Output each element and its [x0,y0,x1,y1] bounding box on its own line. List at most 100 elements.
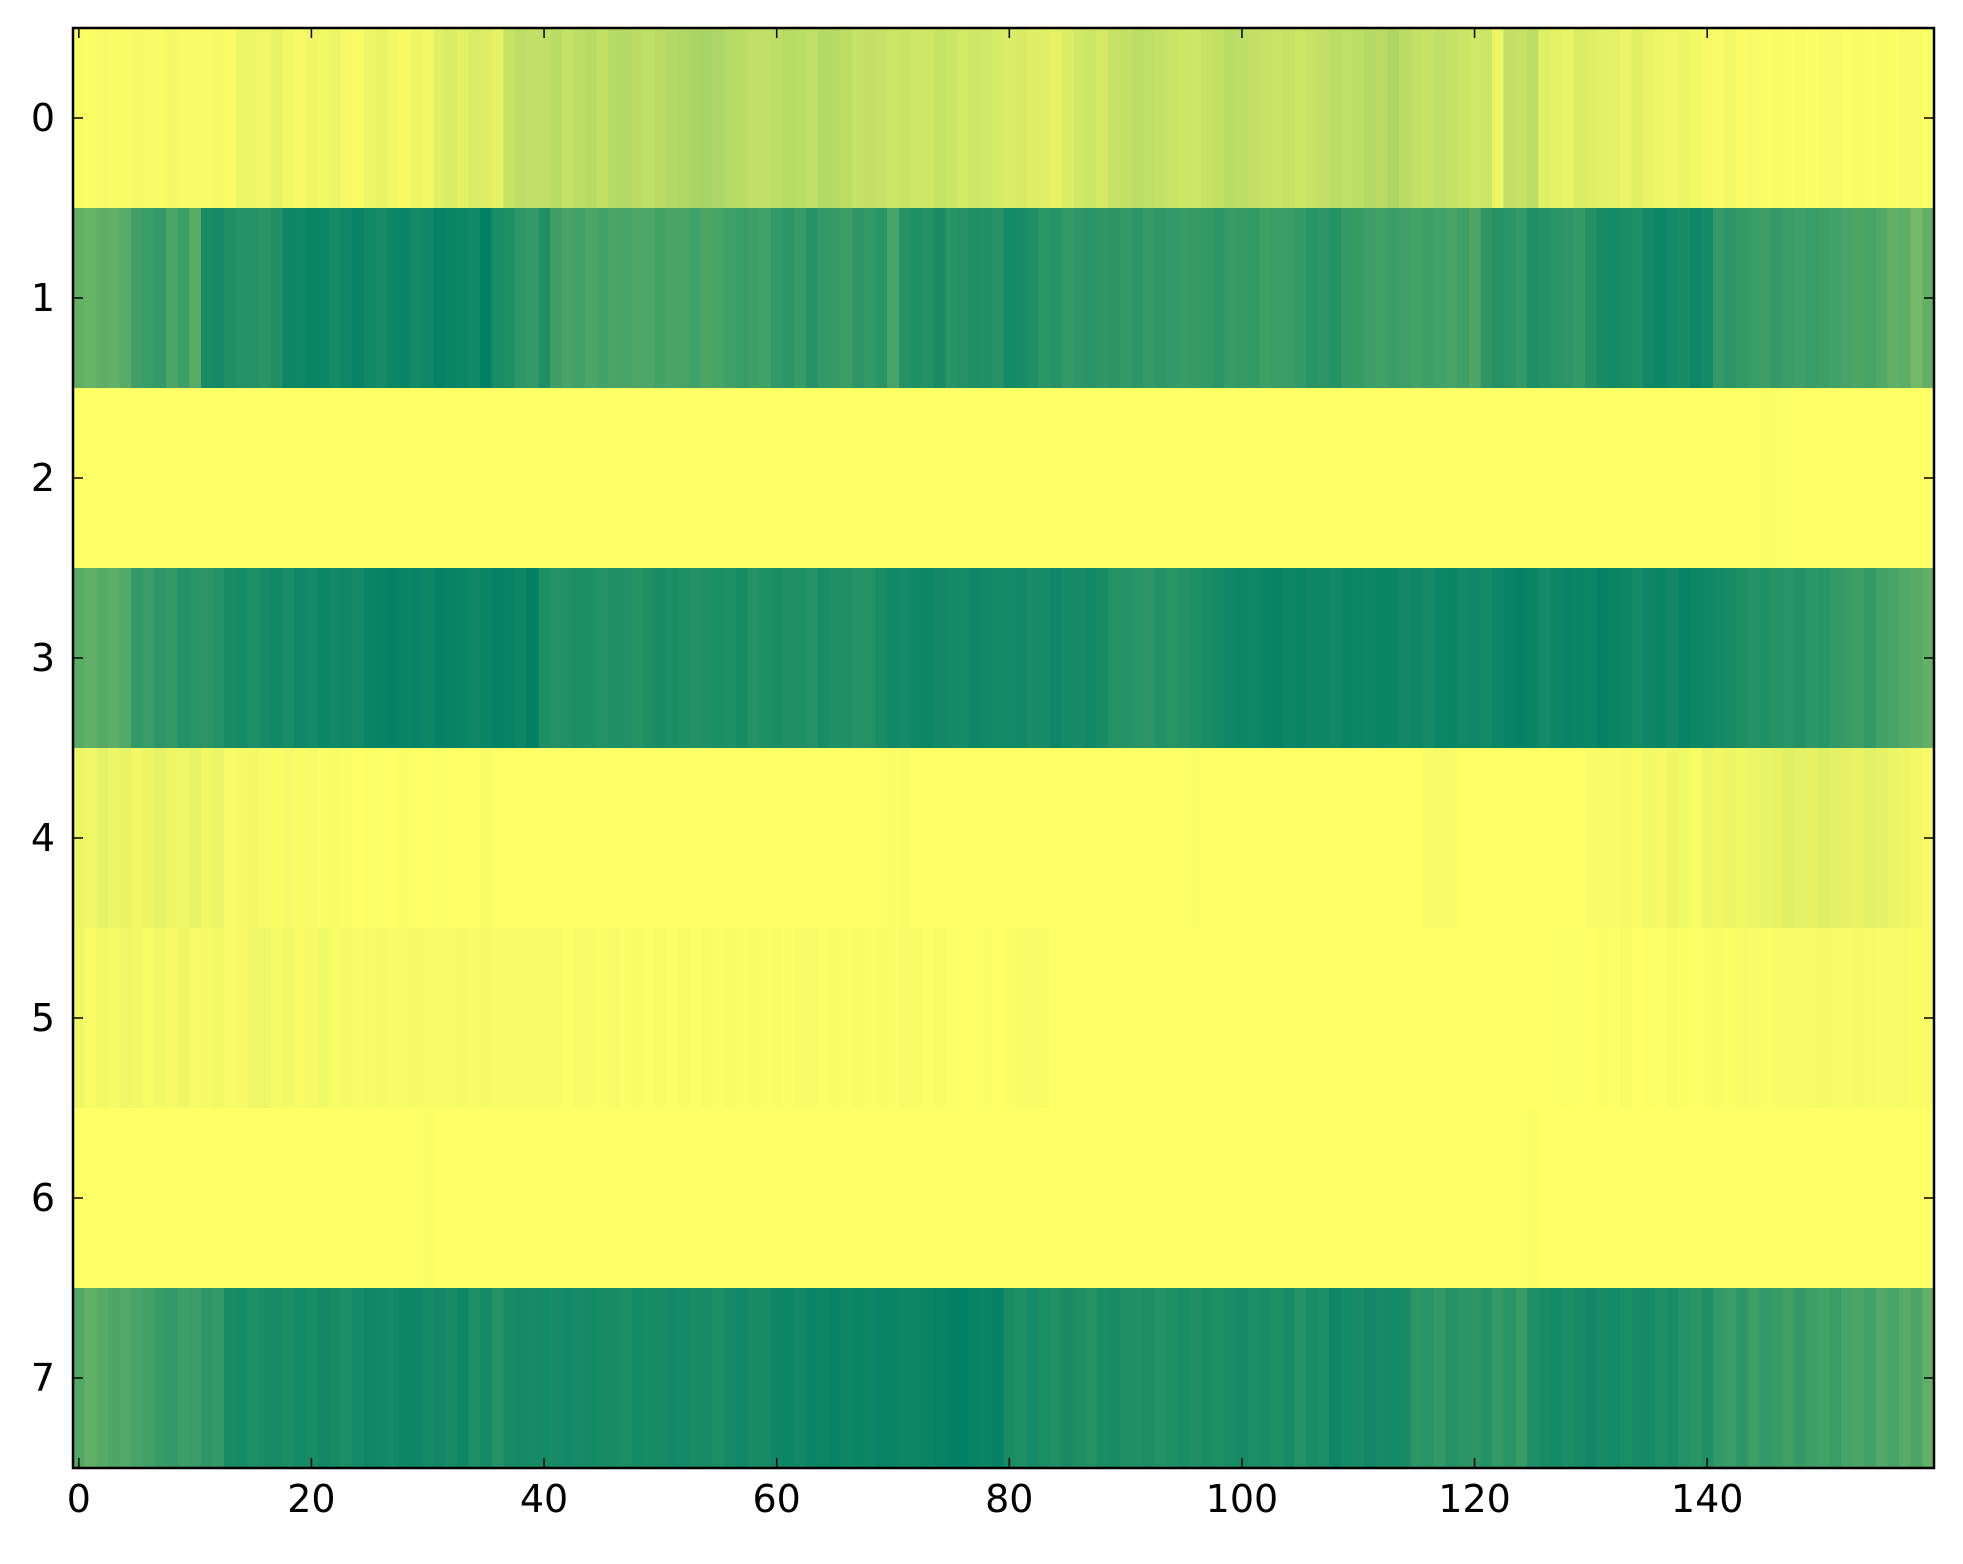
heatmap-cell [677,28,691,209]
heatmap-cell [1596,208,1609,389]
heatmap-cell [1643,568,1656,749]
heatmap-cell [1166,928,1179,1109]
heatmap-cell [1666,928,1679,1109]
heatmap-cell [910,1108,923,1289]
heatmap-cell [1387,928,1400,1109]
heatmap-cell [782,568,795,749]
heatmap-cell [445,568,458,749]
heatmap-cell [398,1288,411,1469]
heatmap-cell [480,388,493,569]
heatmap-cell [1782,1108,1796,1289]
heatmap-cell [1526,1288,1540,1469]
heatmap-cell [898,928,912,1109]
heatmap-cell [1550,208,1563,389]
heatmap-cell [1422,1288,1435,1469]
heatmap-cell [224,28,237,209]
heatmap-cell [1724,928,1737,1109]
heatmap-cell [166,388,179,569]
heatmap-cell [1003,208,1016,389]
heatmap-cell [782,208,795,389]
heatmap-cell [1364,928,1377,1109]
heatmap-cell [1875,1288,1889,1469]
heatmap-cell [1271,208,1284,389]
heatmap-cell [561,928,574,1109]
heatmap-cell [1410,1288,1423,1469]
heatmap-cell [991,568,1005,749]
heatmap-cell [1806,928,1819,1109]
heatmap-cell [224,1288,237,1469]
heatmap-cell [829,388,842,569]
heatmap-cell [724,1108,737,1289]
heatmap-cell [1212,388,1226,569]
heatmap-cell [1294,1288,1307,1469]
heatmap-cell [1096,928,1109,1109]
heatmap-cell [1771,388,1784,569]
heatmap-cell [538,28,551,209]
heatmap-cell [735,28,749,209]
heatmap-cell [1445,208,1458,389]
heatmap-cell [1096,1288,1109,1469]
heatmap-cell [549,28,563,209]
heatmap-cell [956,388,970,569]
heatmap-cell [991,1108,1005,1289]
heatmap-cell [340,208,353,389]
heatmap-cell [1375,568,1388,749]
heatmap-cell [1713,388,1726,569]
heatmap-cell [654,208,667,389]
heatmap-cell [235,748,249,929]
heatmap-cell [1759,568,1772,749]
heatmap-cell [1875,748,1889,929]
heatmap-cell [1701,388,1714,569]
heatmap-cell [561,208,574,389]
heatmap-cell [538,1108,551,1289]
heatmap-cell [1596,1108,1609,1289]
heatmap-cell [980,748,993,929]
heatmap-cell [491,388,504,569]
heatmap-cell [956,748,970,929]
heatmap-cell [305,28,318,209]
heatmap-cell [724,928,737,1109]
heatmap-cell [317,568,330,749]
heatmap-cell [1480,28,1493,209]
heatmap-cell [480,28,493,209]
heatmap-cell [1701,928,1714,1109]
heatmap-cell [805,28,818,209]
heatmap-cell [1445,568,1458,749]
heatmap-cell [1282,568,1295,749]
heatmap-cell [1573,208,1586,389]
heatmap-cell [642,748,656,929]
heatmap-cell [107,1108,121,1289]
heatmap-cell [1794,928,1807,1109]
heatmap-cell [1317,388,1330,569]
heatmap-cell [1143,1288,1156,1469]
heatmap-cell [352,1108,365,1289]
heatmap-cell [631,568,644,749]
heatmap-cell [1550,568,1563,749]
heatmap-cell [1689,568,1702,749]
heatmap-cell [1561,208,1575,389]
heatmap-cell [1340,28,1354,209]
heatmap-cell [1806,388,1819,569]
heatmap-cell [119,748,132,929]
heatmap-cell [503,388,516,569]
heatmap-cell [817,748,830,929]
heatmap-cell [1015,208,1028,389]
x-tick-label: 20 [287,1477,335,1521]
heatmap-cell [1154,1108,1167,1289]
heatmap-cell [1329,388,1342,569]
heatmap-cell [1154,748,1167,929]
heatmap-cell [1492,748,1505,929]
heatmap-cell [468,1288,481,1469]
heatmap-cell [549,1108,563,1289]
heatmap-cell [817,208,830,389]
heatmap-cell [1224,1108,1237,1289]
heatmap-cell [631,1108,644,1289]
heatmap-cell [1619,1288,1633,1469]
heatmap-cell [1073,1108,1086,1289]
heatmap-cell [1410,208,1423,389]
heatmap-cell [363,568,377,749]
heatmap-cell [1654,1108,1668,1289]
heatmap-cell [1189,1288,1202,1469]
heatmap-cell [1177,928,1191,1109]
heatmap-cell [433,1288,446,1469]
